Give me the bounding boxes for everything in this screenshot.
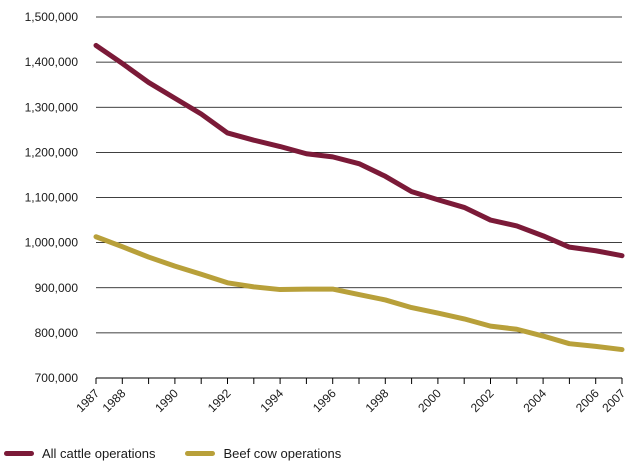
x-tick-label: 2004 — [520, 386, 549, 415]
x-tick-label: 2002 — [468, 386, 497, 415]
x-tick-label: 2007 — [599, 386, 626, 415]
series-line-all-cattle — [93, 42, 625, 259]
x-tick-label: 1992 — [205, 386, 234, 415]
y-tick-label: 1,100,000 — [25, 191, 79, 205]
series-line-beef-cow — [93, 234, 625, 353]
y-tick-label: 1,300,000 — [25, 100, 79, 114]
y-axis-tick-labels: 700,000 800,000 900,000 1,000,000 1,100,000 1… — [25, 10, 79, 385]
legend-swatch-all-cattle — [4, 450, 34, 456]
legend-label-all-cattle: All cattle operations — [42, 445, 156, 461]
legend-item-all-cattle: All cattle operations — [4, 446, 155, 461]
legend-item-beef-cow: Beef cow operations — [185, 446, 341, 461]
series-lines — [93, 42, 625, 353]
y-tick-label: 800,000 — [35, 326, 79, 340]
x-tick-label: 2000 — [415, 386, 444, 415]
legend: All cattle operations Beef cow operation… — [4, 444, 371, 462]
gridlines — [96, 16, 622, 334]
legend-label-beef-cow: Beef cow operations — [223, 445, 342, 461]
x-tick-label: 1990 — [152, 386, 181, 415]
y-tick-label: 900,000 — [35, 281, 79, 295]
y-tick-label: 1,000,000 — [25, 236, 79, 250]
y-tick-label: 1,500,000 — [25, 10, 79, 24]
legend-swatch-beef-cow — [185, 450, 216, 456]
x-axis — [95, 377, 623, 384]
x-tick-label: 1996 — [310, 386, 339, 415]
y-tick-label: 1,400,000 — [25, 55, 79, 69]
x-tick-label: 2006 — [573, 386, 602, 415]
x-tick-label: 1998 — [363, 386, 392, 415]
x-tick-label: 1994 — [257, 386, 286, 415]
y-tick-label: 700,000 — [35, 371, 79, 385]
x-tick-label: 1988 — [100, 386, 129, 415]
x-tick-label: 1987 — [73, 386, 102, 415]
y-tick-label: 1,200,000 — [25, 145, 79, 159]
